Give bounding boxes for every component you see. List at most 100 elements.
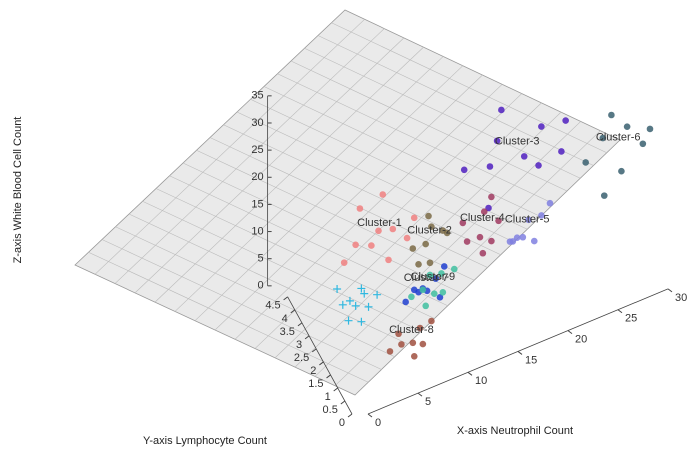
point — [582, 159, 589, 166]
point — [386, 348, 394, 355]
y-tick-label: 4.5 — [265, 300, 280, 312]
x-tick-label: 20 — [575, 334, 587, 346]
y-axis — [287, 296, 353, 415]
cluster-label: Cluster-5 — [505, 214, 550, 226]
y-axis-label: Y-axis Lymphocyte Count — [143, 435, 267, 447]
x-tick — [367, 413, 373, 418]
cluster-label: Cluster-8 — [389, 324, 434, 336]
point — [422, 240, 429, 248]
plane-grid-line — [274, 102, 542, 359]
point — [459, 219, 467, 227]
point — [419, 286, 427, 294]
point — [535, 162, 542, 169]
point — [486, 163, 494, 170]
y-tick — [304, 335, 310, 340]
z-tick-label: 25 — [251, 144, 263, 156]
z-tick-label: 35 — [251, 90, 263, 102]
point — [513, 234, 521, 241]
point — [485, 204, 492, 212]
z-tick-label: 15 — [251, 198, 263, 210]
y-tick-label: 0 — [339, 417, 345, 429]
y-tick-label: 1 — [325, 391, 331, 403]
point — [639, 140, 647, 148]
point — [385, 256, 392, 264]
y-tick-label: 0.5 — [323, 404, 338, 416]
point — [538, 212, 545, 219]
x-tick-label: 0 — [375, 417, 381, 429]
point — [389, 225, 397, 233]
point — [379, 191, 387, 198]
point — [410, 352, 418, 360]
point — [450, 265, 458, 273]
point — [525, 216, 532, 224]
point — [558, 148, 565, 155]
point — [538, 123, 545, 130]
x-tick-label: 15 — [525, 354, 537, 366]
point — [426, 259, 434, 267]
point — [352, 241, 359, 249]
x-tick-label: 10 — [475, 375, 487, 387]
point — [340, 259, 348, 266]
plane-grid-line — [334, 130, 601, 386]
point — [599, 134, 607, 142]
cluster-label: Cluster-2 — [407, 225, 452, 237]
plane-grid — [88, 19, 607, 386]
point — [425, 212, 432, 220]
point — [608, 111, 615, 119]
plus-point — [333, 284, 342, 293]
point — [428, 223, 435, 230]
point — [520, 153, 528, 160]
cluster-label: Cluster-1 — [357, 217, 402, 229]
point — [368, 242, 375, 249]
point — [463, 238, 471, 245]
plane-grid-line — [134, 37, 405, 294]
y-tick — [319, 361, 324, 366]
point — [495, 217, 502, 225]
x-tick — [467, 371, 473, 376]
plane-grid-line — [94, 19, 365, 275]
point — [530, 237, 538, 245]
y-tick-label: 4 — [282, 313, 288, 325]
z-tick-label: 30 — [251, 117, 263, 129]
point — [438, 270, 445, 277]
cluster-label: Cluster-7 — [404, 272, 449, 284]
plus-point — [345, 296, 354, 305]
y-tick — [290, 309, 296, 314]
point — [562, 117, 569, 124]
plane-grid-line — [154, 46, 424, 303]
y-tick-label: 2 — [310, 365, 316, 377]
x-tick-label: 25 — [625, 313, 637, 325]
y-tick — [297, 322, 303, 327]
x-axis-label: X-axis Neutrophil Count — [457, 425, 573, 437]
point — [488, 237, 495, 245]
point — [476, 233, 484, 241]
point — [422, 302, 430, 310]
plane-grid-line — [174, 56, 444, 312]
z-tick-label: 0 — [257, 280, 263, 292]
plane-grid-line — [234, 84, 503, 340]
point — [375, 227, 382, 235]
point — [395, 330, 402, 338]
x-tick — [517, 351, 523, 355]
point — [646, 125, 654, 133]
point — [403, 234, 411, 242]
z-tick-label: 10 — [251, 225, 263, 237]
y-tick — [311, 348, 317, 353]
y-tick — [347, 413, 353, 418]
plane-grid-line — [114, 28, 385, 284]
plus-point — [373, 290, 382, 299]
point — [479, 249, 487, 257]
point — [498, 106, 505, 114]
y-tick-label: 2.5 — [294, 352, 309, 364]
point — [409, 339, 417, 347]
cluster-label: Cluster-6 — [596, 132, 641, 144]
z-axis-label: Z-axis White Blood Cell Count — [12, 117, 24, 264]
point — [419, 340, 427, 348]
x-tick — [567, 330, 573, 335]
point — [488, 193, 495, 201]
point — [402, 298, 409, 306]
point — [408, 293, 415, 301]
point — [623, 123, 631, 130]
fit-plane — [74, 9, 621, 396]
